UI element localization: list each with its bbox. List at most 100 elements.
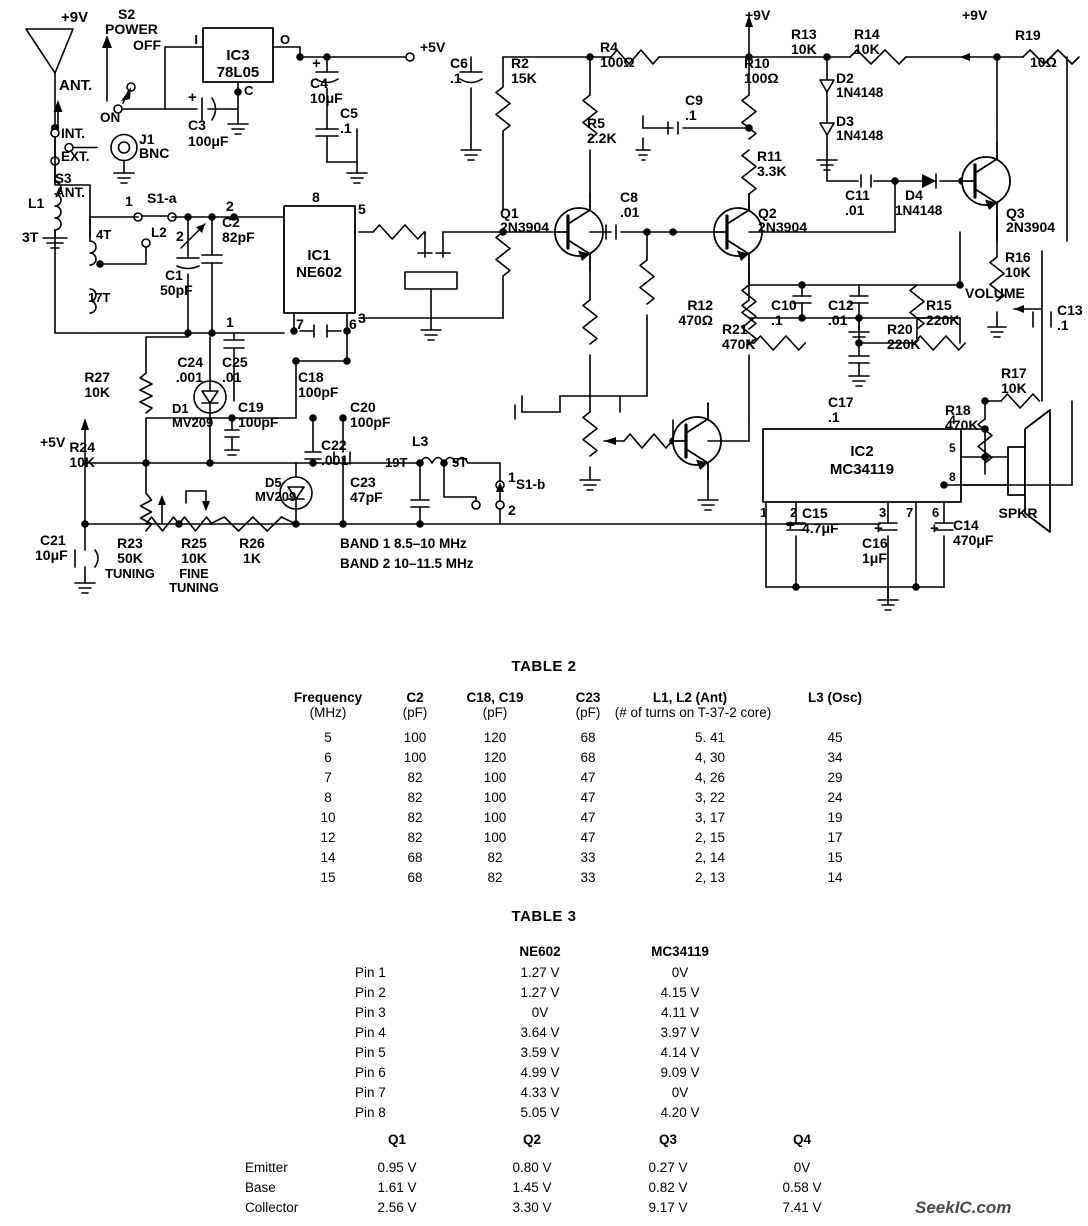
svg-text:C19: C19 bbox=[238, 399, 264, 415]
svg-text:4T: 4T bbox=[96, 227, 111, 242]
svg-text:C11: C11 bbox=[845, 187, 870, 203]
svg-text:2: 2 bbox=[176, 228, 184, 244]
svg-text:10K: 10K bbox=[854, 41, 880, 57]
svg-text:.01: .01 bbox=[222, 369, 242, 385]
svg-text:100pF: 100pF bbox=[238, 414, 279, 430]
svg-text:.01: .01 bbox=[845, 202, 865, 218]
svg-text:.1: .1 bbox=[340, 120, 352, 136]
svg-text:R24: R24 bbox=[69, 439, 95, 455]
svg-text:R23: R23 bbox=[117, 535, 143, 551]
svg-text:4.7μF: 4.7μF bbox=[802, 520, 839, 536]
svg-text:220K: 220K bbox=[887, 336, 920, 352]
svg-text:C25: C25 bbox=[222, 354, 248, 370]
svg-text:BAND 2 10–11.5 MHz: BAND 2 10–11.5 MHz bbox=[340, 556, 474, 571]
svg-text:C13: C13 bbox=[1057, 302, 1083, 318]
svg-text:R4: R4 bbox=[600, 39, 618, 55]
svg-text:.001: .001 bbox=[321, 452, 348, 468]
svg-text:470μF: 470μF bbox=[953, 532, 994, 548]
svg-text:10μF: 10μF bbox=[310, 90, 343, 106]
svg-text:+5V: +5V bbox=[40, 434, 66, 450]
svg-text:2N3904: 2N3904 bbox=[1006, 219, 1055, 235]
svg-text:ON: ON bbox=[100, 110, 120, 125]
svg-text:C17: C17 bbox=[828, 394, 854, 410]
svg-text:1N4148: 1N4148 bbox=[895, 203, 943, 218]
svg-text:2N3904: 2N3904 bbox=[500, 219, 549, 235]
svg-text:1K: 1K bbox=[243, 550, 261, 566]
svg-text:+: + bbox=[786, 517, 795, 534]
svg-text:7: 7 bbox=[296, 316, 304, 332]
svg-text:C24: C24 bbox=[177, 354, 203, 370]
svg-text:R15: R15 bbox=[926, 297, 952, 313]
svg-text:POWER: POWER bbox=[105, 21, 158, 37]
svg-text:BNC: BNC bbox=[139, 145, 169, 161]
svg-text:47pF: 47pF bbox=[350, 489, 383, 505]
svg-text:+9V: +9V bbox=[61, 9, 88, 26]
svg-text:3: 3 bbox=[358, 310, 366, 326]
svg-text:R13: R13 bbox=[791, 26, 817, 42]
svg-text:R21: R21 bbox=[722, 321, 748, 337]
svg-text:EXT.: EXT. bbox=[61, 149, 90, 164]
svg-text:220K: 220K bbox=[926, 312, 959, 328]
svg-text:5: 5 bbox=[949, 441, 956, 455]
svg-text:470Ω: 470Ω bbox=[678, 312, 713, 328]
svg-text:IC3: IC3 bbox=[226, 47, 249, 64]
svg-text:470K: 470K bbox=[722, 336, 755, 352]
svg-text:D5: D5 bbox=[265, 475, 282, 490]
svg-text:C21: C21 bbox=[40, 532, 66, 548]
svg-text:R27: R27 bbox=[84, 369, 110, 385]
svg-text:10K: 10K bbox=[181, 550, 207, 566]
svg-text:78L05: 78L05 bbox=[217, 64, 260, 81]
svg-text:50pF: 50pF bbox=[160, 282, 193, 298]
svg-text:C14: C14 bbox=[953, 517, 979, 533]
svg-text:17T: 17T bbox=[88, 290, 110, 305]
svg-text:6: 6 bbox=[932, 505, 939, 520]
svg-text:MV209: MV209 bbox=[172, 415, 213, 430]
svg-text:7: 7 bbox=[906, 505, 913, 520]
svg-text:C22: C22 bbox=[321, 437, 347, 453]
svg-text:8: 8 bbox=[312, 189, 320, 205]
svg-text:10K: 10K bbox=[84, 384, 110, 400]
svg-text:+5V: +5V bbox=[420, 39, 446, 55]
svg-text:1: 1 bbox=[760, 505, 767, 520]
svg-text:IC2: IC2 bbox=[850, 443, 873, 460]
svg-text:R20: R20 bbox=[887, 321, 913, 337]
svg-text:C: C bbox=[244, 83, 254, 98]
svg-text:R26: R26 bbox=[239, 535, 265, 551]
svg-text:100μF: 100μF bbox=[188, 133, 229, 149]
svg-text:+9V: +9V bbox=[962, 7, 988, 23]
svg-text:3.3K: 3.3K bbox=[757, 163, 787, 179]
svg-text:R2: R2 bbox=[511, 55, 529, 71]
svg-text:C18: C18 bbox=[298, 369, 324, 385]
svg-text:S1-a: S1-a bbox=[147, 190, 177, 206]
svg-text:C1: C1 bbox=[165, 267, 183, 283]
svg-text:.001: .001 bbox=[176, 369, 203, 385]
svg-text:10K: 10K bbox=[69, 454, 95, 470]
svg-text:R14: R14 bbox=[854, 26, 880, 42]
svg-text:1N4148: 1N4148 bbox=[836, 85, 884, 100]
svg-text:R12: R12 bbox=[687, 297, 713, 313]
svg-text:TUNING: TUNING bbox=[105, 566, 155, 581]
svg-text:10K: 10K bbox=[1005, 264, 1031, 280]
svg-text:SPKR: SPKR bbox=[999, 505, 1038, 521]
svg-text:1N4148: 1N4148 bbox=[836, 128, 884, 143]
svg-text:C9: C9 bbox=[685, 92, 703, 108]
svg-text:10Ω: 10Ω bbox=[1030, 54, 1057, 70]
svg-text:+: + bbox=[188, 89, 197, 106]
svg-text:ANT.: ANT. bbox=[55, 185, 85, 200]
svg-text:R10: R10 bbox=[744, 55, 770, 71]
svg-text:C8: C8 bbox=[620, 189, 638, 205]
svg-text:MC34119: MC34119 bbox=[830, 461, 894, 478]
svg-text:19T: 19T bbox=[385, 455, 407, 470]
svg-text:R11: R11 bbox=[757, 148, 782, 164]
svg-text:C12: C12 bbox=[828, 297, 854, 313]
svg-text:3T: 3T bbox=[22, 229, 39, 245]
svg-text:BAND 1 8.5–10 MHz: BAND 1 8.5–10 MHz bbox=[340, 536, 467, 551]
svg-text:TUNING: TUNING bbox=[169, 580, 219, 595]
svg-text:C2: C2 bbox=[222, 214, 240, 230]
svg-text:82pF: 82pF bbox=[222, 229, 255, 245]
svg-text:10K: 10K bbox=[791, 41, 817, 57]
svg-text:+: + bbox=[312, 55, 321, 72]
svg-text:100pF: 100pF bbox=[350, 414, 391, 430]
svg-text:I: I bbox=[194, 32, 198, 47]
svg-text:C10: C10 bbox=[771, 297, 797, 313]
